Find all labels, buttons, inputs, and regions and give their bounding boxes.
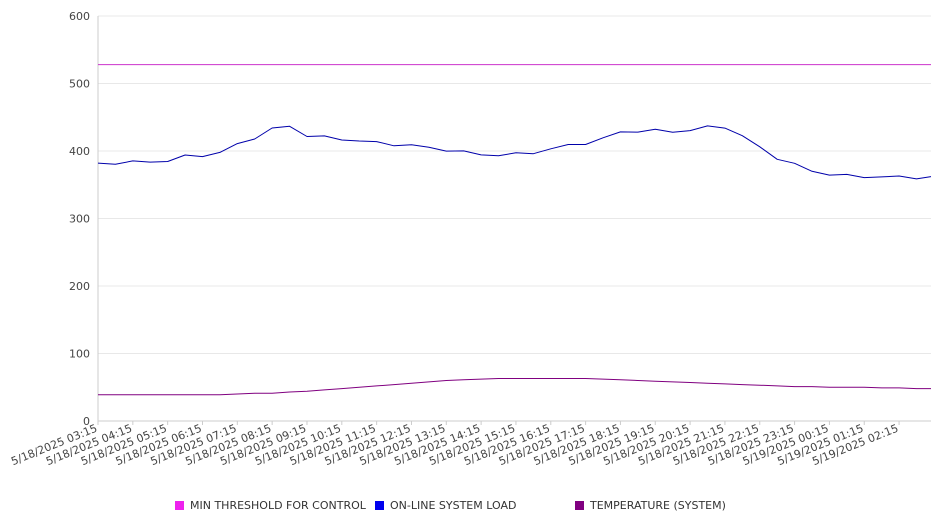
y-tick-label-500: 500 [69, 78, 90, 91]
legend-swatch-min-threshold [175, 501, 184, 510]
axes [97, 16, 931, 425]
x-tick-labels: 5/18/2025 03:155/18/2025 04:155/18/2025 … [9, 422, 900, 468]
legend: MIN THRESHOLD FOR CONTROL ON-LINE SYSTEM… [175, 499, 875, 513]
y-tick-label-200: 200 [69, 280, 90, 293]
y-tick-label-400: 400 [69, 145, 90, 158]
gridlines [98, 15, 931, 354]
y-tick-label-600: 600 [69, 10, 90, 23]
legend-label-temperature: TEMPERATURE (SYSTEM) [590, 499, 726, 512]
legend-swatch-temperature [575, 501, 584, 510]
legend-label-min-threshold: MIN THRESHOLD FOR CONTROL [190, 499, 366, 512]
y-tick-label-300: 300 [69, 213, 90, 226]
y-tick-label-100: 100 [69, 348, 90, 361]
y-tick-label-0: 0 [83, 415, 90, 428]
legend-label-system-load: ON-LINE SYSTEM LOAD [390, 499, 517, 512]
legend-swatch-system-load [375, 501, 384, 510]
series-line-temperature-system [98, 378, 931, 396]
series-lines [97, 64, 932, 396]
y-tick-labels: 0 100 200 300 400 500 600 [69, 10, 90, 428]
series-line-on-line-system-load [97, 125, 932, 180]
